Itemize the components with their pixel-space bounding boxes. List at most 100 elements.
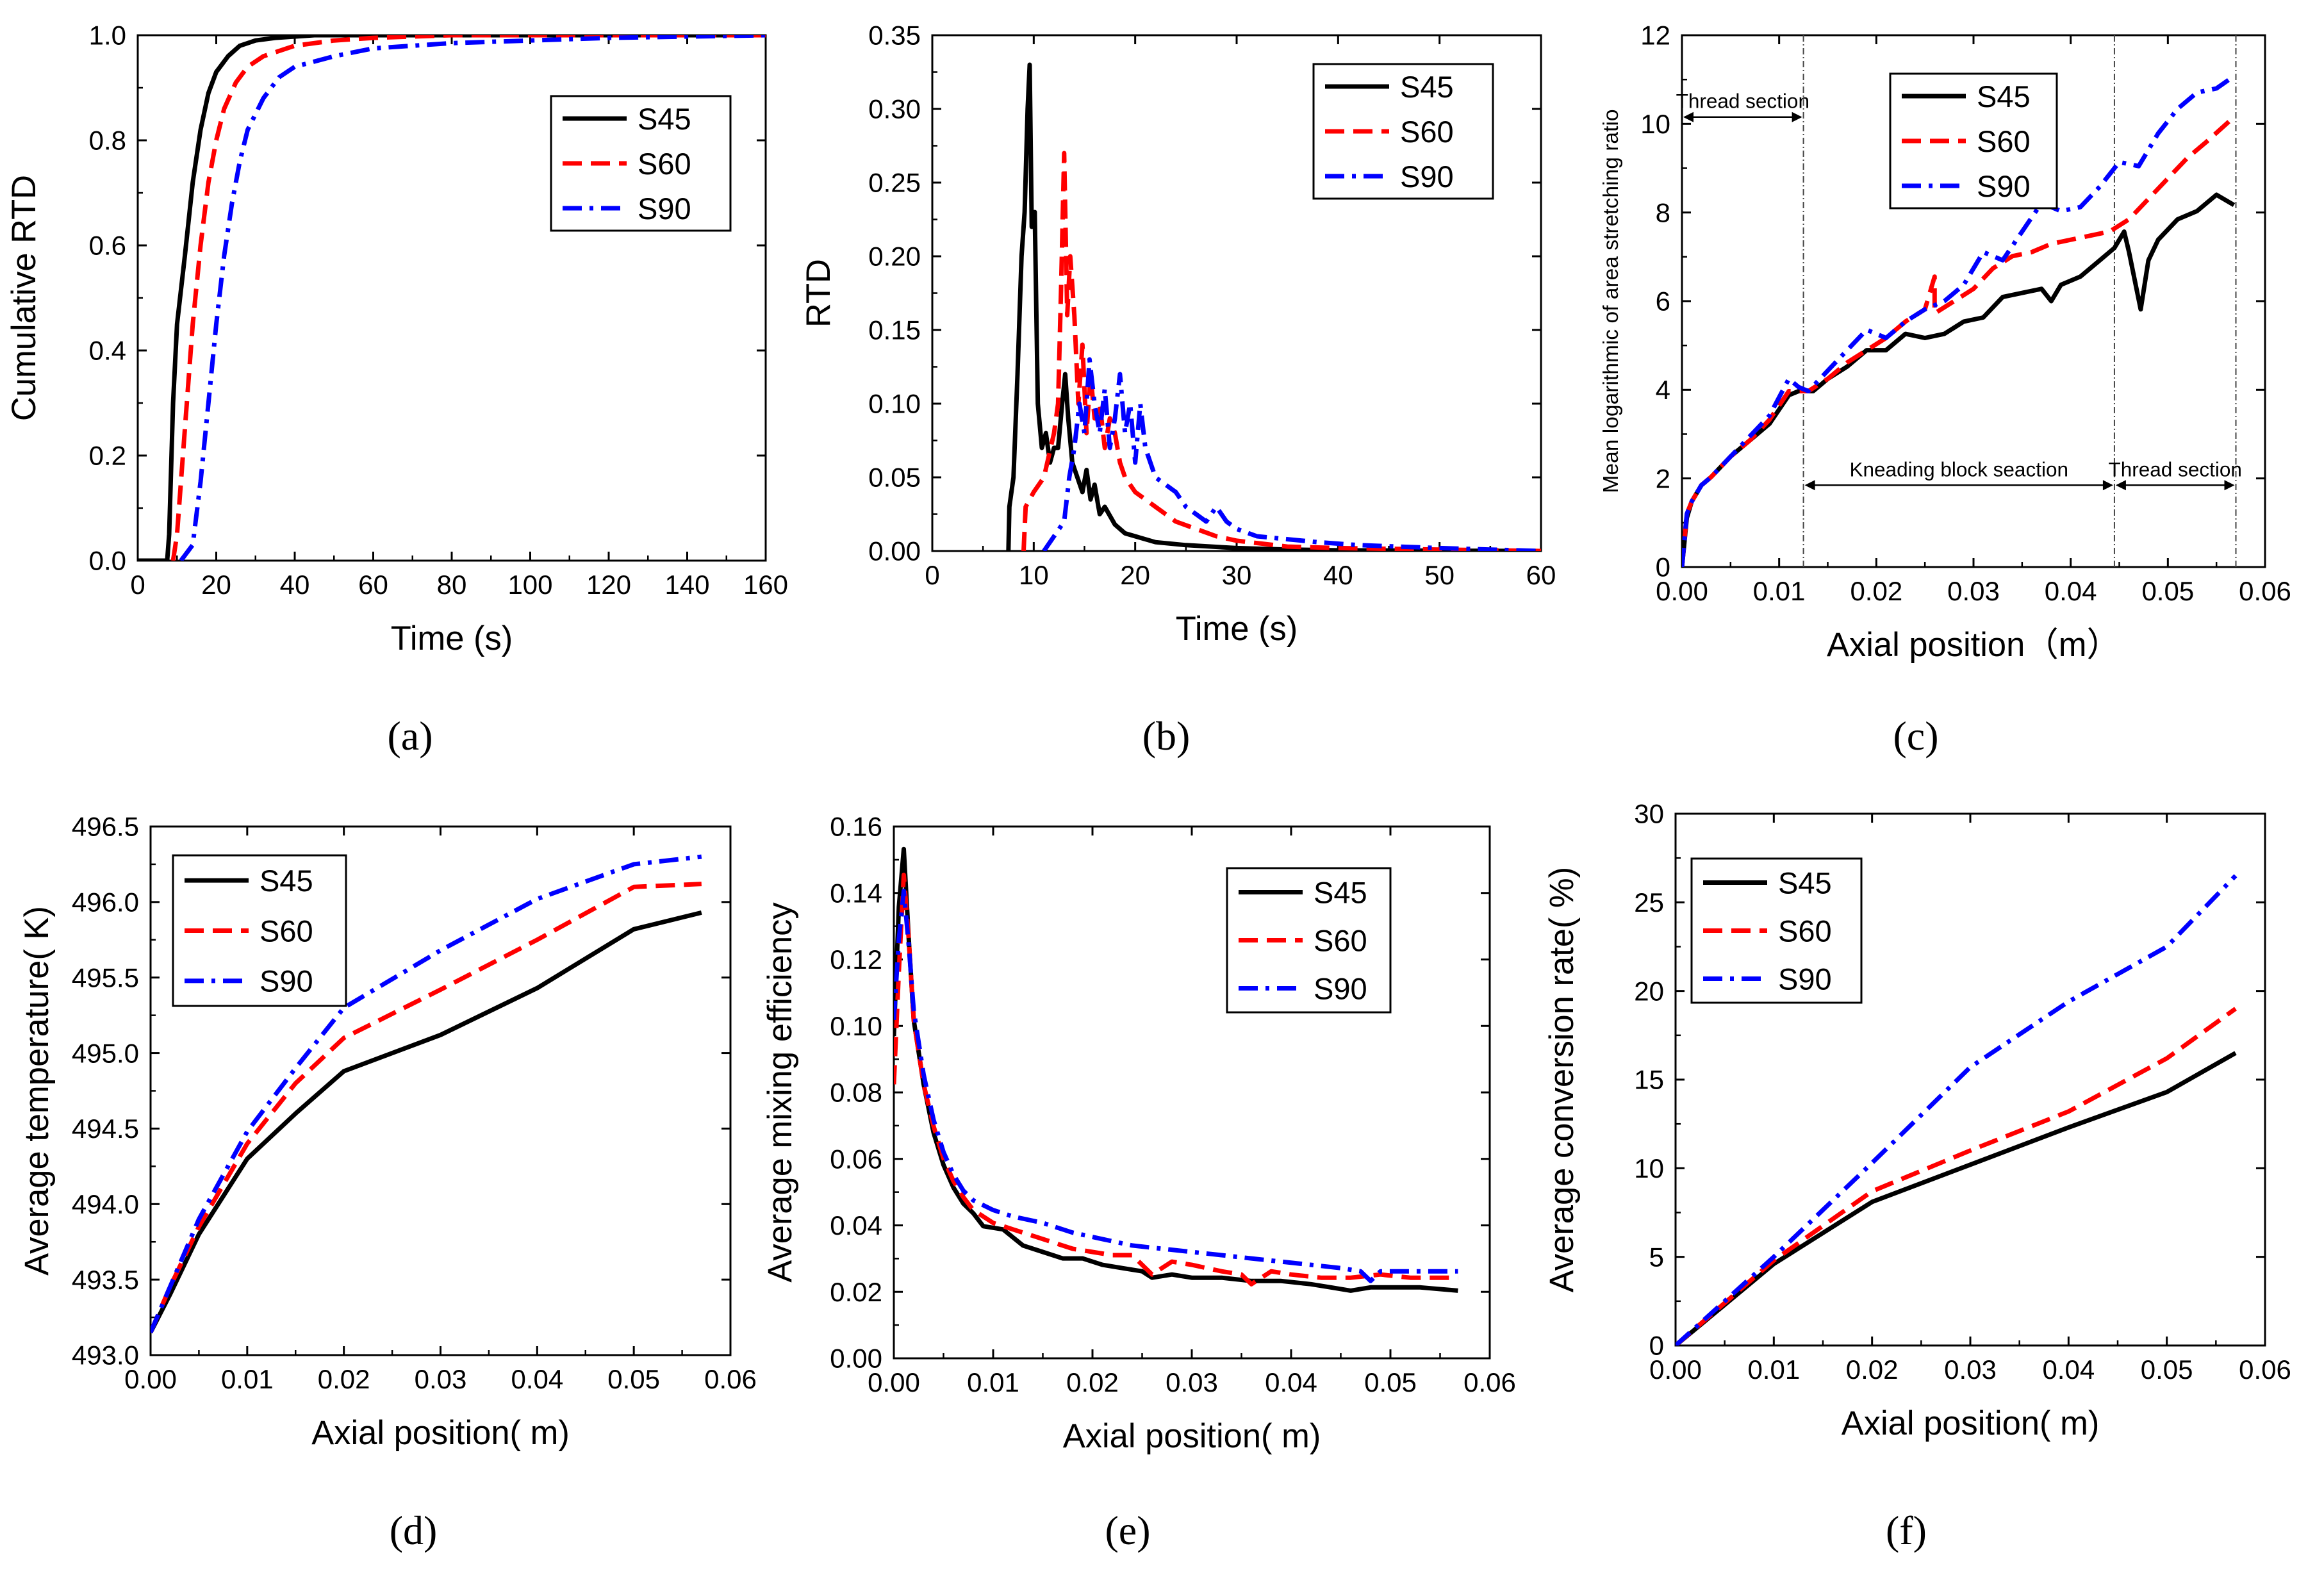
section-annotation: Thread section	[2109, 457, 2242, 481]
y-tick-label: 496.5	[72, 812, 139, 842]
y-axis-label: Average temperature( K)	[18, 906, 56, 1276]
series-line-s45	[138, 35, 766, 561]
x-tick-label: 0.02	[1846, 1354, 1899, 1385]
x-tick-label: 30	[1222, 560, 1252, 590]
legend: S45 S60 S90	[1312, 63, 1494, 200]
x-tick-label: 0.06	[2239, 576, 2291, 606]
y-tick-label: 0.8	[89, 126, 126, 156]
series-line-s60	[1021, 151, 1541, 551]
x-tick-label: 0.04	[511, 1364, 563, 1394]
panel-label-e: (e)	[1105, 1508, 1150, 1553]
x-tick-label: 0.04	[2042, 1354, 2095, 1385]
x-tick-label: 0.02	[1066, 1367, 1119, 1397]
x-tick-label: 0.03	[1944, 1354, 1997, 1385]
x-tick-label: 60	[1526, 560, 1556, 590]
series-line-s90	[1676, 874, 2237, 1345]
legend-label-s60: S60	[1977, 124, 2031, 158]
legend-label-s45: S45	[1977, 79, 2031, 113]
y-tick-label: 496.0	[72, 887, 139, 918]
y-tick-label: 0.08	[830, 1078, 882, 1108]
y-tick-label: 2	[1656, 463, 1670, 493]
arrowhead-right	[2224, 480, 2235, 491]
chart-panel-f: 0.00 0.01 0.02 0.03 0.04 0.05 0.06 0 5 10 15 20 25 30…	[1543, 799, 2291, 1553]
y-tick-label: 6	[1656, 286, 1670, 317]
x-tick-label: 0.00	[1656, 576, 1708, 606]
y-tick-label: 10	[1640, 109, 1670, 139]
x-tick-label: 0.05	[2141, 576, 2194, 606]
y-tick-label: 0.02	[830, 1277, 882, 1307]
y-tick-label: 12	[1640, 21, 1670, 51]
y-tick-label: 495.5	[72, 962, 139, 992]
y-tick-label: 0.04	[830, 1210, 882, 1240]
legend-label-s90: S90	[1400, 160, 1454, 193]
y-axis-label: RTD	[800, 259, 837, 327]
panel-label-d: (d)	[390, 1508, 438, 1553]
series-line-s45	[1682, 192, 2236, 567]
x-tick-label: 0.04	[1265, 1367, 1317, 1397]
y-tick-label: 15	[1634, 1065, 1664, 1095]
x-tick-label: 40	[1323, 560, 1353, 590]
x-tick-label: 60	[358, 570, 388, 600]
y-tick-label: 0.25	[868, 168, 921, 198]
x-tick-label: 0.02	[1850, 576, 1902, 606]
x-axis-label: Axial position( m)	[1063, 1417, 1321, 1455]
y-axis-label: Average mixing efficiency	[761, 902, 799, 1283]
x-tick-label: 0.01	[1747, 1354, 1800, 1385]
legend-label-s45: S45	[1400, 70, 1454, 104]
y-tick-label: 0.2	[89, 441, 126, 471]
x-tick-label: 140	[664, 570, 709, 600]
legend-label-s45: S45	[1778, 866, 1832, 900]
series-line-s60	[151, 882, 702, 1333]
y-tick-label: 0.15	[868, 315, 921, 345]
x-axis-label: Axial position( m)	[311, 1414, 570, 1452]
x-tick-label: 0.02	[318, 1364, 370, 1394]
x-axis-label: Time (s)	[1176, 610, 1298, 648]
legend-label-s45: S45	[260, 864, 313, 898]
section-annotation: Kneading block seaction	[1850, 457, 2069, 481]
y-tick-label: 494.0	[72, 1189, 139, 1219]
y-tick-label: 0.30	[868, 94, 921, 124]
arrowhead-right	[1792, 111, 1802, 122]
x-tick-label: 0.06	[2239, 1354, 2291, 1385]
y-tick-label: 8	[1656, 197, 1670, 227]
panel-label-b: (b)	[1142, 713, 1191, 759]
x-tick-label: 0.01	[967, 1367, 1019, 1397]
x-tick-label: 0.05	[607, 1364, 660, 1394]
chart-panel-e: 0.00 0.01 0.02 0.03 0.04 0.05 0.06 0.00 0.02 0.04…	[761, 812, 1516, 1553]
y-tick-label: 0.4	[89, 336, 126, 366]
legend-label-s45: S45	[638, 102, 691, 136]
legend-label-s60: S60	[1778, 914, 1832, 948]
x-tick-label: 10	[1019, 560, 1049, 590]
y-tick-label: 493.0	[72, 1340, 139, 1370]
x-tick-label: 80	[437, 570, 467, 600]
y-tick-label: 0.10	[868, 389, 921, 419]
section-annotation: Thread section	[1676, 90, 1809, 113]
x-tick-label: 100	[507, 570, 552, 600]
y-axis-label: Cumulative RTD	[5, 175, 43, 421]
x-tick-label: 50	[1424, 560, 1455, 590]
legend: S45 S60 S90	[1226, 867, 1392, 1014]
legend-label-s90: S90	[1977, 169, 2031, 203]
legend: S45 S60 S90	[172, 854, 347, 1007]
series-line-s90	[151, 854, 702, 1333]
panel-label-c: (c)	[1893, 713, 1938, 759]
legend-label-s60: S60	[260, 914, 313, 948]
y-tick-label: 1.0	[89, 21, 126, 51]
x-tick-label: 0.03	[1166, 1367, 1218, 1397]
legend-label-s60: S60	[1314, 923, 1367, 957]
x-tick-label: 0.01	[221, 1364, 274, 1394]
arrowhead-left	[1683, 111, 1694, 122]
x-tick-label: 0.06	[1463, 1367, 1516, 1397]
y-tick-label: 0.05	[868, 463, 921, 493]
legend-label-s90: S90	[260, 964, 313, 998]
legend-label-s45: S45	[1314, 875, 1367, 909]
chart-panel-d: 0.00 0.01 0.02 0.03 0.04 0.05 0.06 493.0 493.5 49…	[18, 812, 757, 1553]
x-tick-label: 20	[1120, 560, 1150, 590]
legend-label-s90: S90	[638, 192, 691, 226]
arrowhead-left	[2115, 480, 2126, 491]
x-tick-label: 0.00	[1649, 1354, 1702, 1385]
y-tick-label: 30	[1634, 799, 1664, 829]
chart-panel-a: 0 20 40 60 80 100 120 140 160 0.0 0.2 0.4 0.6 0.8 1.0 T…	[5, 21, 788, 759]
y-tick-label: 0.6	[89, 231, 126, 261]
